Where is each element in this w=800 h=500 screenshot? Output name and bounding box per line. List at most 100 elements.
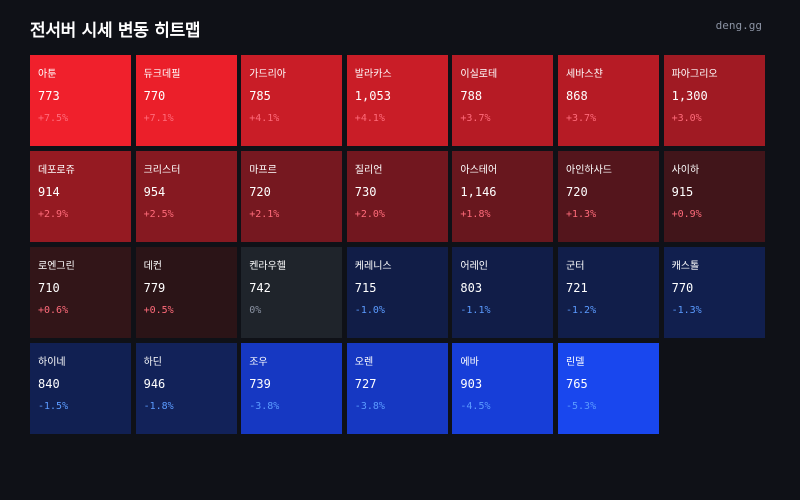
cell-server-name: 캐스톨 <box>671 261 700 272</box>
cell-server-name: 하딘 <box>143 357 162 368</box>
cell-price: 720 <box>249 185 271 199</box>
cell-price: 868 <box>566 89 588 103</box>
cell-change: -4.5% <box>460 401 491 412</box>
cell-server-name: 오렌 <box>354 357 374 368</box>
cell-change: +2.5% <box>143 209 174 220</box>
heatmap-cell[interactable]: 군터 721 -1.2% <box>558 247 659 338</box>
cell-change: +3.0% <box>671 113 702 124</box>
heatmap-cell[interactable]: 세바스챤 868 +3.7% <box>558 55 659 146</box>
cell-price: 773 <box>38 89 60 103</box>
cell-server-name: 하이네 <box>38 357 66 368</box>
heatmap-cell[interactable]: 사이하 915 +0.9% <box>663 151 765 242</box>
cell-server-name: 조우 <box>249 357 268 368</box>
cell-change: -5.3% <box>566 401 597 412</box>
cell-server-name: 군터 <box>566 261 585 272</box>
cell-change: +0.6% <box>38 305 69 316</box>
cell-price: 730 <box>354 185 377 199</box>
heatmap-cell[interactable]: 어레인 803 -1.1% <box>452 247 554 338</box>
cell-server-name: 아스테어 <box>460 165 498 176</box>
cell-price: 840 <box>38 377 60 391</box>
cell-price: 914 <box>38 185 60 199</box>
heatmap-cell[interactable]: 케레니스 715 -1.0% <box>346 247 448 338</box>
cell-server-name: 질리언 <box>354 165 383 176</box>
cell-price: 946 <box>143 377 166 391</box>
heatmap-cell[interactable]: 이실로테 788 +3.7% <box>452 55 554 146</box>
heatmap-cell[interactable]: 듀크데필 770 +7.1% <box>135 55 237 146</box>
cell-change: -3.8% <box>249 401 280 412</box>
cell-change: +2.9% <box>38 209 69 220</box>
cell-server-name: 크리스터 <box>143 165 181 176</box>
heatmap-grid: 아툰 773 +7.5% 듀크데필 770 +7.1% 가드리아 785 +4.1% 발라카스 1,… <box>30 55 770 435</box>
cell-price: 785 <box>249 89 271 103</box>
cell-change: +3.7% <box>460 113 491 124</box>
cell-change: -1.2% <box>566 305 597 316</box>
cell-change: -1.1% <box>460 305 491 316</box>
cell-server-name: 듀크데필 <box>143 69 181 80</box>
cell-change: +2.1% <box>249 209 280 220</box>
cell-server-name: 로엔그린 <box>38 261 75 272</box>
cell-price: 765 <box>566 377 588 391</box>
heatmap-cell[interactable]: 아인하사드 720 +1.3% <box>558 151 659 242</box>
cell-change: 0% <box>249 305 262 316</box>
heatmap-cell[interactable]: 조우 739 -3.8% <box>241 343 343 434</box>
heatmap-cell[interactable]: 발라카스 1,053 +4.1% <box>346 55 448 146</box>
heatmap-cell[interactable]: 오렌 727 -3.8% <box>346 343 448 434</box>
heatmap-cell[interactable]: 아스테어 1,146 +1.8% <box>452 151 554 242</box>
brand-label[interactable]: deng.gg <box>715 19 762 32</box>
cell-price: 739 <box>249 377 271 391</box>
cell-server-name: 켄라우헬 <box>249 261 286 272</box>
heatmap-cell[interactable]: 질리언 730 +2.0% <box>346 151 448 242</box>
heatmap-cell[interactable]: 마프르 720 +2.1% <box>241 151 343 242</box>
cell-change: +7.5% <box>38 113 69 124</box>
page-title: 전서버 시세 변동 히트맵 <box>30 21 201 41</box>
heatmap-cell[interactable]: 로엔그린 710 +0.6% <box>30 247 131 338</box>
cell-price: 803 <box>460 281 483 295</box>
cell-server-name: 어레인 <box>460 261 488 272</box>
heatmap-cell[interactable]: 켄라우헬 742 0% <box>241 247 343 338</box>
cell-change: -1.0% <box>354 305 385 316</box>
cell-change: +7.1% <box>143 113 174 124</box>
cell-server-name: 케레니스 <box>354 261 392 272</box>
cell-change: +3.7% <box>566 113 597 124</box>
heatmap-cell[interactable]: 캐스톨 770 -1.3% <box>663 247 765 338</box>
heatmap-cell[interactable]: 하이네 840 -1.5% <box>30 343 131 434</box>
cell-price: 770 <box>671 281 694 295</box>
cell-change: -1.5% <box>38 401 69 412</box>
cell-price: 742 <box>249 281 271 295</box>
cell-price: 903 <box>460 377 483 391</box>
cell-change: +1.3% <box>566 209 597 220</box>
heatmap-cell[interactable]: 데컨 779 +0.5% <box>135 247 237 338</box>
heatmap-cell[interactable]: 하딘 946 -1.8% <box>135 343 237 434</box>
cell-server-name: 린델 <box>566 357 585 368</box>
cell-change: +0.9% <box>671 209 702 220</box>
cell-server-name: 가드리아 <box>249 69 286 80</box>
cell-price: 720 <box>566 185 588 199</box>
cell-price: 788 <box>460 89 483 103</box>
cell-change: -3.8% <box>354 401 385 412</box>
heatmap-cell[interactable]: 크리스터 954 +2.5% <box>135 151 237 242</box>
cell-price: 1,146 <box>460 185 497 199</box>
cell-change: +0.5% <box>143 305 174 316</box>
cell-server-name: 파아그리오 <box>671 69 718 80</box>
header: 전서버 시세 변동 히트맵 deng.gg <box>30 16 770 42</box>
cell-price: 954 <box>143 185 166 199</box>
heatmap-cell[interactable]: 아툰 773 +7.5% <box>30 55 131 146</box>
cell-change: +4.1% <box>249 113 280 124</box>
heatmap-cell[interactable]: 에바 903 -4.5% <box>452 343 554 434</box>
cell-server-name: 아인하사드 <box>566 165 612 176</box>
cell-price: 727 <box>354 377 377 391</box>
cell-change: +2.0% <box>354 209 385 220</box>
heatmap-cell[interactable]: 가드리아 785 +4.1% <box>241 55 343 146</box>
cell-price: 915 <box>671 185 694 199</box>
cell-server-name: 데컨 <box>143 261 162 272</box>
cell-price: 710 <box>38 281 60 295</box>
cell-price: 715 <box>354 281 377 295</box>
cell-price: 1,053 <box>354 89 391 103</box>
cell-change: +4.1% <box>354 113 385 124</box>
heatmap-cell[interactable]: 파아그리오 1,300 +3.0% <box>663 55 765 146</box>
heatmap-cell[interactable]: 린델 765 -5.3% <box>558 343 659 434</box>
cell-price: 770 <box>143 89 166 103</box>
cell-change: -1.8% <box>143 401 174 412</box>
heatmap-cell[interactable]: 데포로쥬 914 +2.9% <box>30 151 131 242</box>
cell-server-name: 발라카스 <box>354 69 392 80</box>
